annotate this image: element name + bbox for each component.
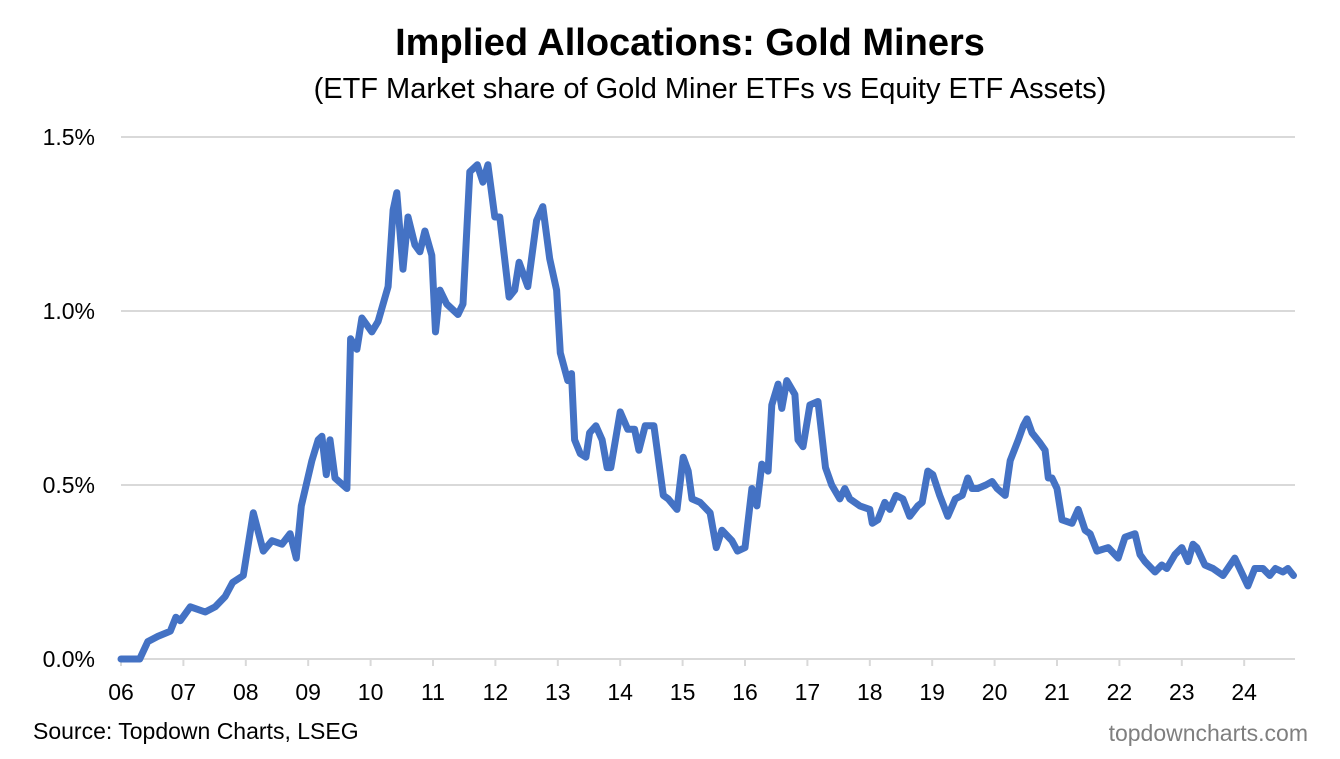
x-tick-label: 19 <box>919 679 945 705</box>
y-tick-label: 0.5% <box>43 472 95 498</box>
y-tick-label: 1.0% <box>43 298 95 324</box>
x-tick-label: 21 <box>1044 679 1070 705</box>
x-tick-label: 16 <box>732 679 758 705</box>
x-tick-label: 12 <box>483 679 509 705</box>
y-axis-labels: 0.0% 0.5% 1.0% 1.5% <box>43 124 95 672</box>
y-tick-label: 1.5% <box>43 124 95 150</box>
chart-title: Implied Allocations: Gold Miners <box>395 22 985 64</box>
x-tick-label: 23 <box>1169 679 1195 705</box>
x-tick-label: 17 <box>795 679 821 705</box>
watermark: topdowncharts.com <box>1108 720 1308 746</box>
x-axis: 06 07 08 09 10 11 12 13 14 15 16 17 18 19 20 21 22 23 24 <box>108 659 1257 705</box>
x-tick-label: 06 <box>108 679 134 705</box>
x-tick-label: 07 <box>171 679 197 705</box>
x-tick-label: 10 <box>358 679 384 705</box>
x-tick-label: 20 <box>982 679 1008 705</box>
x-tick-label: 11 <box>421 679 445 705</box>
series-layer <box>117 161 1297 663</box>
gridlines <box>121 136 1295 660</box>
series-line <box>117 161 1297 663</box>
x-tick-label: 24 <box>1231 679 1257 705</box>
x-tick-label: 08 <box>233 679 259 705</box>
source-note: Source: Topdown Charts, LSEG <box>33 718 359 744</box>
x-tick-label: 13 <box>545 679 571 705</box>
x-tick-label: 09 <box>295 679 321 705</box>
x-tick-label: 22 <box>1107 679 1133 705</box>
x-tick-label: 14 <box>607 679 633 705</box>
x-tick-label: 15 <box>670 679 696 705</box>
y-tick-label: 0.0% <box>43 646 95 672</box>
chart-subtitle: (ETF Market share of Gold Miner ETFs vs … <box>313 73 1107 105</box>
x-tick-label: 18 <box>857 679 883 705</box>
